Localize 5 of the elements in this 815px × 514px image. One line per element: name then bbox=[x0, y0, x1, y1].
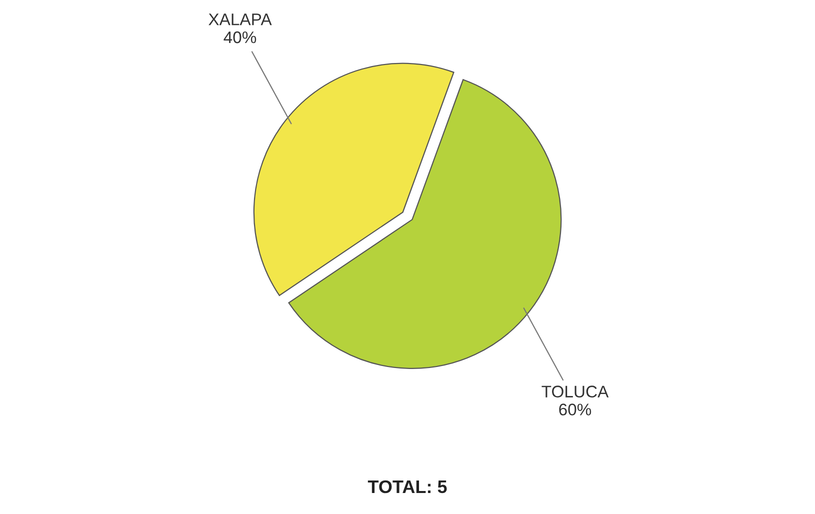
slice-label: TOLUCA bbox=[542, 386, 609, 398]
slice-label: XALAPA bbox=[208, 14, 272, 26]
text: TOTAL: 5 bbox=[368, 480, 447, 494]
data-label: 60% bbox=[559, 404, 592, 416]
data-label: 40% bbox=[224, 31, 256, 44]
